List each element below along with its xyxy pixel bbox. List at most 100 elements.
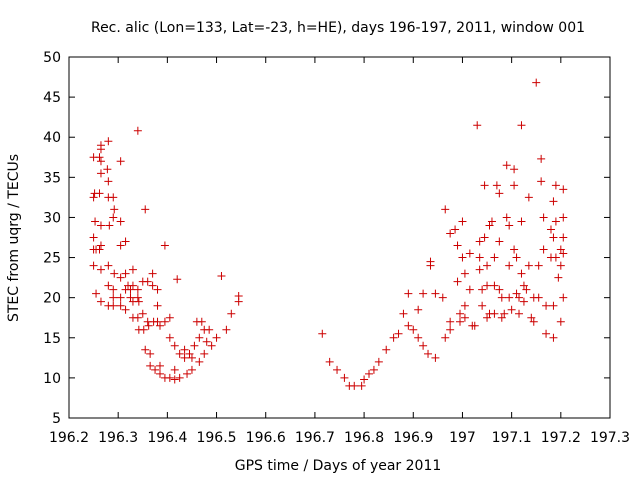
y-tick-label: 10 [43,371,61,387]
data-point [116,293,125,302]
data-point [187,365,196,374]
data-point [495,285,504,294]
data-point [446,229,455,238]
data-point [133,285,142,294]
data-point [414,333,423,342]
data-point [507,305,516,314]
y-tick-label: 35 [43,170,61,186]
data-point [109,293,118,302]
data-point [505,261,514,270]
data-point [369,365,378,374]
data-point [522,285,531,294]
data-point [510,165,519,174]
data-point [483,281,492,290]
data-point [116,241,125,250]
data-point [465,249,474,258]
data-point [527,313,536,322]
data-point [96,169,105,178]
data-point [138,309,147,318]
data-point [446,325,455,334]
data-point [549,197,558,206]
data-point [559,233,568,242]
data-point [180,345,189,354]
data-point [551,253,560,262]
data-point [116,273,125,282]
data-point [146,349,155,358]
data-point [419,289,428,298]
data-point [519,297,528,306]
data-point [148,269,157,278]
x-tick-label: 196.8 [344,430,384,446]
data-point [190,341,199,350]
data-point [109,285,118,294]
data-point [141,345,150,354]
data-point [195,357,204,366]
data-point [512,253,521,262]
data-point [121,237,130,246]
data-point [515,309,524,318]
data-point [110,269,119,278]
data-point [234,292,243,301]
data-point [202,337,211,346]
data-point [414,305,423,314]
data-point [133,293,142,302]
data-point [360,375,369,384]
data-point [517,269,526,278]
data-point [502,161,511,170]
data-point [170,375,179,384]
data-point [446,317,455,326]
data-point [497,313,506,322]
data-point [95,245,104,254]
data-point [165,333,174,342]
data-point [104,281,113,290]
x-tick-label: 197.1 [492,430,532,446]
data-point [96,221,105,230]
data-point [534,261,543,270]
data-point [374,357,383,366]
data-point [165,313,174,322]
data-point [539,245,548,254]
data-point [404,289,413,298]
data-point [453,277,462,286]
data-point [451,225,460,234]
chart-title: Rec. alic (Lon=133, Lat=-23, h=HE), days… [91,20,585,36]
y-tick-label: 20 [43,291,61,307]
data-point [502,213,511,222]
data-point [165,373,174,382]
data-point [537,177,546,186]
data-point [153,317,162,326]
data-point [187,353,196,362]
data-point [470,321,479,330]
data-point [515,293,524,302]
data-point [431,289,440,298]
data-point [96,157,105,166]
data-point [517,217,526,226]
y-tick-label: 25 [43,251,61,267]
data-point [212,333,221,342]
data-point [340,373,349,382]
data-point [500,309,509,318]
data-point [556,245,565,254]
data-point [399,309,408,318]
data-point [485,221,494,230]
data-point [104,261,113,270]
data-point [153,301,162,310]
data-point [175,373,184,382]
data-point [151,365,160,374]
data-point [556,317,565,326]
data-point [222,325,231,334]
data-point [96,241,105,250]
data-point [465,285,474,294]
y-tick-label: 50 [43,50,61,66]
data-point [91,217,100,226]
data-point [205,325,214,334]
data-point [200,349,209,358]
y-axis-title: STEC from uqrg / TECUs [6,154,22,322]
data-point [510,181,519,190]
data-point [559,249,568,258]
data-point [524,261,533,270]
data-point [480,233,489,242]
data-point [438,293,447,302]
data-point [89,193,98,202]
